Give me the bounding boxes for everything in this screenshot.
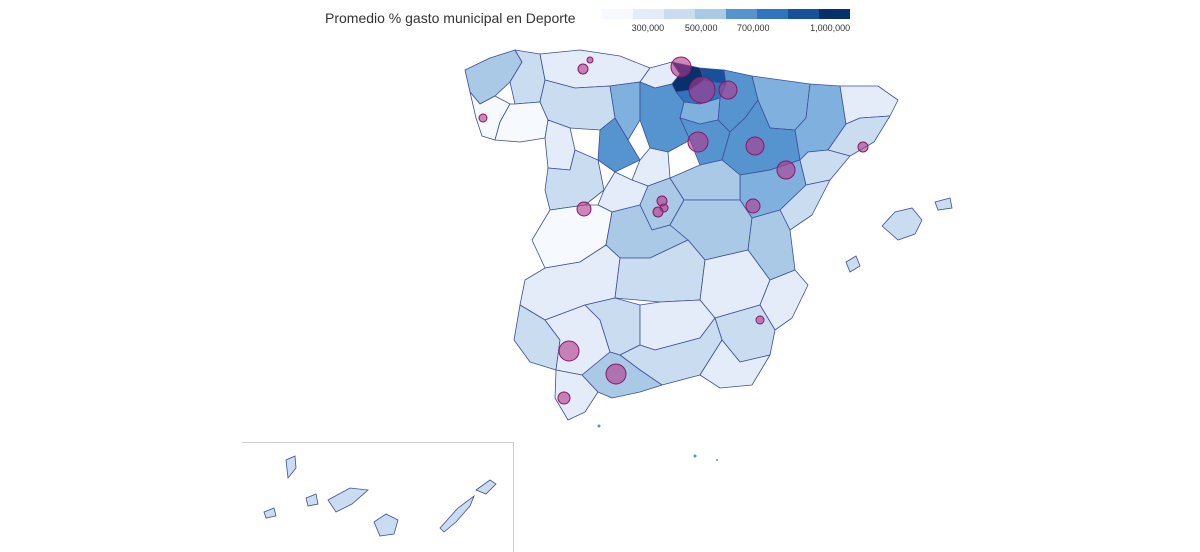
island-lanzarote[interactable] bbox=[475, 479, 497, 495]
province-castellon[interactable] bbox=[779, 179, 831, 231]
bubble-layer bbox=[478, 56, 869, 405]
bubble[interactable] bbox=[576, 201, 592, 217]
balearic-islands bbox=[845, 197, 953, 273]
bubble[interactable] bbox=[652, 206, 664, 218]
canary-islands-inset-frame bbox=[242, 442, 514, 552]
province-almeria[interactable] bbox=[699, 339, 771, 389]
bubble[interactable] bbox=[745, 198, 761, 214]
island-la-gomera[interactable] bbox=[305, 493, 319, 507]
province-asturias[interactable] bbox=[539, 49, 651, 89]
legend-tick-label: 500,000 bbox=[684, 23, 718, 33]
bubble[interactable] bbox=[687, 131, 709, 153]
ceuta-marker[interactable] bbox=[597, 424, 601, 428]
legend-tick-label: 300,000 bbox=[631, 23, 665, 33]
legend-swatch bbox=[633, 9, 664, 19]
islet-marker[interactable] bbox=[716, 459, 718, 461]
legend-swatch bbox=[726, 9, 757, 19]
bubble[interactable] bbox=[776, 160, 796, 180]
island-la-palma[interactable] bbox=[285, 455, 297, 480]
bubble[interactable] bbox=[718, 80, 738, 100]
legend-swatch bbox=[664, 9, 695, 19]
province-guadalajara[interactable] bbox=[669, 159, 741, 201]
island-fuerteventura[interactable] bbox=[439, 494, 475, 533]
province-tarragona[interactable] bbox=[799, 149, 851, 186]
bubble[interactable] bbox=[670, 56, 692, 78]
bubble[interactable] bbox=[478, 113, 488, 123]
island-mallorca[interactable] bbox=[881, 207, 923, 241]
map-title: Promedio % gasto municipal en Deporte bbox=[325, 10, 576, 26]
legend-tick-label: 1,000,000 bbox=[810, 23, 851, 33]
legend-swatch bbox=[695, 9, 726, 19]
bubble[interactable] bbox=[605, 363, 627, 385]
legend-swatch bbox=[788, 9, 819, 19]
melilla-marker[interactable] bbox=[693, 454, 697, 458]
bubble[interactable] bbox=[586, 56, 594, 64]
bubble[interactable] bbox=[745, 136, 765, 156]
island-el-hierro[interactable] bbox=[263, 507, 277, 519]
legend-swatch bbox=[602, 9, 633, 19]
island-tenerife[interactable] bbox=[327, 487, 369, 513]
bubble[interactable] bbox=[558, 340, 580, 362]
legend-tick-label: 700,000 bbox=[736, 23, 770, 33]
provinces bbox=[464, 49, 899, 421]
canary-islands bbox=[263, 455, 497, 537]
legend-swatch bbox=[819, 9, 850, 19]
color-legend bbox=[602, 9, 850, 19]
island-gran-canaria[interactable] bbox=[373, 513, 399, 537]
province-palencia[interactable] bbox=[609, 81, 641, 141]
bubble[interactable] bbox=[577, 63, 589, 75]
autonomous-cities bbox=[597, 424, 718, 461]
bubble[interactable] bbox=[755, 315, 765, 325]
island-ibiza[interactable] bbox=[845, 255, 861, 273]
bubble[interactable] bbox=[557, 391, 571, 405]
bubble[interactable] bbox=[688, 76, 716, 104]
bubble[interactable] bbox=[857, 141, 869, 153]
legend-swatch bbox=[757, 9, 788, 19]
island-menorca[interactable] bbox=[934, 197, 953, 211]
